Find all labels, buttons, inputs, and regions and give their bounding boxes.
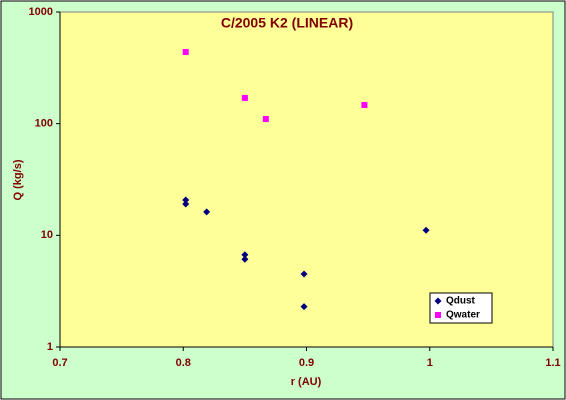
x-tick-label: 1.1 — [545, 357, 560, 369]
point — [361, 101, 368, 108]
point — [241, 251, 249, 259]
legend-label: Qwater — [446, 310, 480, 321]
point — [241, 255, 249, 263]
point — [182, 196, 190, 204]
point — [300, 303, 308, 311]
point — [262, 116, 269, 123]
legend-marker — [434, 297, 442, 305]
x-tick-label: 0.8 — [176, 357, 191, 369]
legend-marker — [435, 312, 441, 318]
y-tick-label: 10 — [41, 229, 53, 241]
plot-area — [59, 11, 554, 348]
x-tick-label: 0.9 — [299, 357, 314, 369]
x-tick-label: 1 — [427, 357, 433, 369]
point — [203, 208, 211, 216]
point — [182, 200, 190, 208]
point — [422, 226, 430, 234]
point — [182, 49, 189, 56]
x-tick-label: 0.7 — [52, 357, 67, 369]
y-tick-label: 1000 — [29, 6, 53, 18]
y-tick-label: 1 — [47, 341, 53, 353]
legend-label: Qdust — [446, 296, 476, 307]
point — [241, 94, 248, 101]
y-axis-label: Q (kg/s) — [12, 159, 24, 200]
point — [300, 270, 308, 278]
chart-title: C/2005 K2 (LINEAR) — [221, 15, 353, 31]
x-axis-label: r (AU) — [291, 376, 322, 388]
y-tick-label: 100 — [35, 118, 53, 130]
